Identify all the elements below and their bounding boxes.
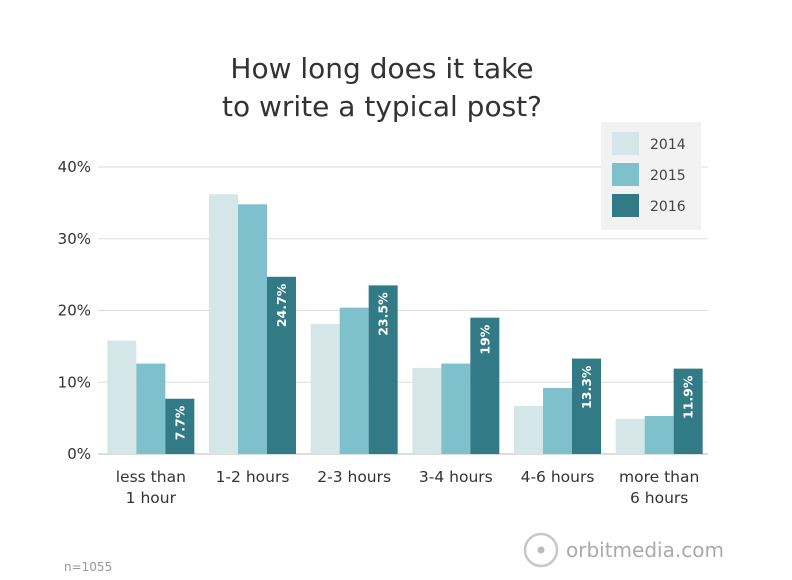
data-label: 11.9% — [681, 375, 696, 419]
bar-2014-2 — [310, 324, 340, 454]
x-tick-label: more than — [619, 468, 699, 486]
x-tick-label: 4-6 hours — [521, 468, 595, 486]
bar-2016-1 — [267, 276, 296, 454]
bar-2015-0 — [136, 363, 166, 454]
gridlines — [98, 166, 708, 455]
bar-2015-5 — [644, 415, 674, 454]
bar-2016-4 — [572, 358, 601, 454]
x-tick-label: 6 hours — [630, 489, 688, 507]
bar-2014-1 — [209, 194, 238, 454]
bar-2015-1 — [238, 204, 267, 454]
chart-title: How long does it take to write a typical … — [222, 52, 542, 123]
bar-2014-4 — [514, 405, 543, 454]
bar-2014-3 — [412, 367, 442, 454]
x-axis: less than 1 hour 1-2 hours 2-3 hours 3-4 hou… — [116, 468, 700, 507]
data-label: 13.3% — [579, 365, 594, 409]
legend-label: 2015 — [650, 168, 686, 184]
orbit-logo-icon — [523, 532, 559, 568]
bar-2014-0 — [107, 340, 137, 454]
bar-2015-2 — [339, 307, 369, 454]
legend: 2014 2015 2016 — [601, 122, 701, 230]
x-tick-label: 1 hour — [126, 489, 177, 507]
x-tick-label: less than — [116, 468, 186, 486]
legend-swatch-2015 — [612, 163, 639, 186]
y-tick-label: 0% — [67, 445, 91, 463]
bar-2015-4 — [543, 387, 572, 454]
bar-2016-2 — [368, 285, 398, 454]
title-line: How long does it take — [230, 52, 533, 85]
y-tick-label: 20% — [58, 302, 91, 320]
x-tick-label: 1-2 hours — [216, 468, 290, 486]
data-label: 24.7% — [274, 283, 289, 327]
data-labels: 7.7% 24.7% 23.5% 19% 13.3% 11.9% — [172, 283, 695, 440]
bars — [107, 194, 703, 454]
bar-2016-5 — [673, 368, 703, 454]
bar-2014-5 — [615, 418, 645, 454]
bar-2016-3 — [470, 317, 500, 454]
legend-label: 2016 — [650, 199, 686, 215]
legend-swatch-2016 — [612, 194, 639, 217]
legend-label: 2014 — [650, 137, 686, 153]
brand-name: orbitmedia.com — [566, 538, 724, 562]
title-line: to write a typical post? — [222, 90, 542, 123]
orbit-logo-dot — [537, 546, 545, 554]
footnote: n=1055 — [64, 560, 112, 574]
bar-2015-3 — [441, 363, 471, 454]
data-label: 19% — [477, 324, 492, 354]
data-label: 7.7% — [172, 405, 187, 440]
bar-2016-0 — [165, 398, 195, 454]
y-tick-label: 10% — [58, 373, 91, 391]
y-tick-label: 30% — [58, 230, 91, 248]
legend-swatch-2014 — [612, 132, 639, 155]
data-label: 23.5% — [376, 292, 391, 336]
y-axis: 0% 10% 20% 30% 40% — [58, 158, 91, 463]
x-tick-label: 3-4 hours — [419, 468, 493, 486]
brand-logo: orbitmedia.com — [523, 532, 724, 568]
x-tick-label: 2-3 hours — [317, 468, 391, 486]
y-tick-label: 40% — [58, 158, 91, 176]
